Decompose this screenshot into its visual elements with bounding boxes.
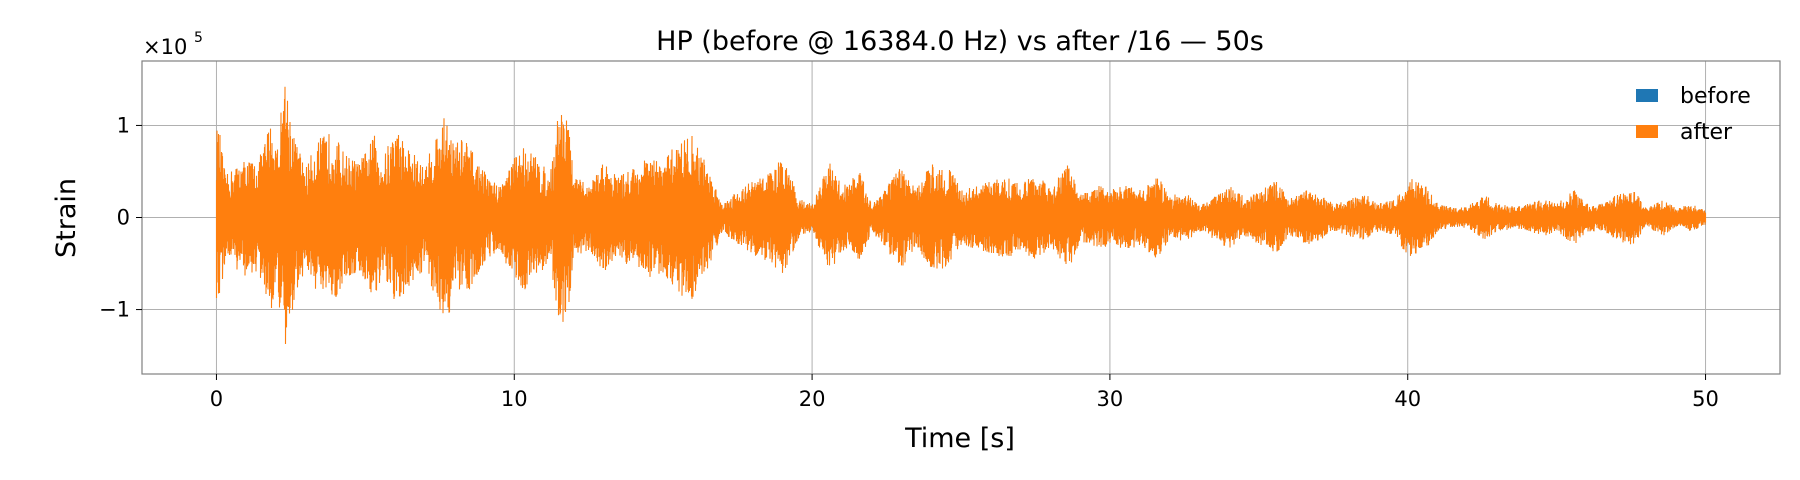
y-scale-label: ×10 [143,35,187,59]
x-tick-label: 20 [799,387,826,411]
legend: before after [1636,84,1751,145]
y-tick-label: −1 [99,298,130,322]
legend-label-after: after [1680,120,1733,145]
x-tick-label: 0 [210,387,223,411]
y-axis-label: Strain [51,178,82,258]
y-tick-label: 0 [117,206,130,230]
legend-label-before: before [1680,84,1751,109]
x-axis-label: Time [s] [904,423,1015,454]
legend-swatch-after [1636,125,1658,138]
legend-swatch-before [1636,89,1658,102]
x-tick-label: 50 [1692,387,1719,411]
x-tick-label: 40 [1394,387,1421,411]
y-axis-ticks: −1 0 1 [99,113,142,322]
signal-plot [215,86,1707,345]
series-after-line [215,86,1707,345]
x-tick-label: 10 [501,387,528,411]
x-axis-ticks: 0 10 20 30 40 50 [210,374,1719,411]
y-scale-exponent: 5 [194,30,203,46]
chart-title: HP (before @ 16384.0 Hz) vs after /16 — … [656,26,1264,57]
x-tick-label: 30 [1097,387,1124,411]
y-tick-label: 1 [117,113,130,137]
y-scale-multiplier: ×10 5 [143,30,203,59]
